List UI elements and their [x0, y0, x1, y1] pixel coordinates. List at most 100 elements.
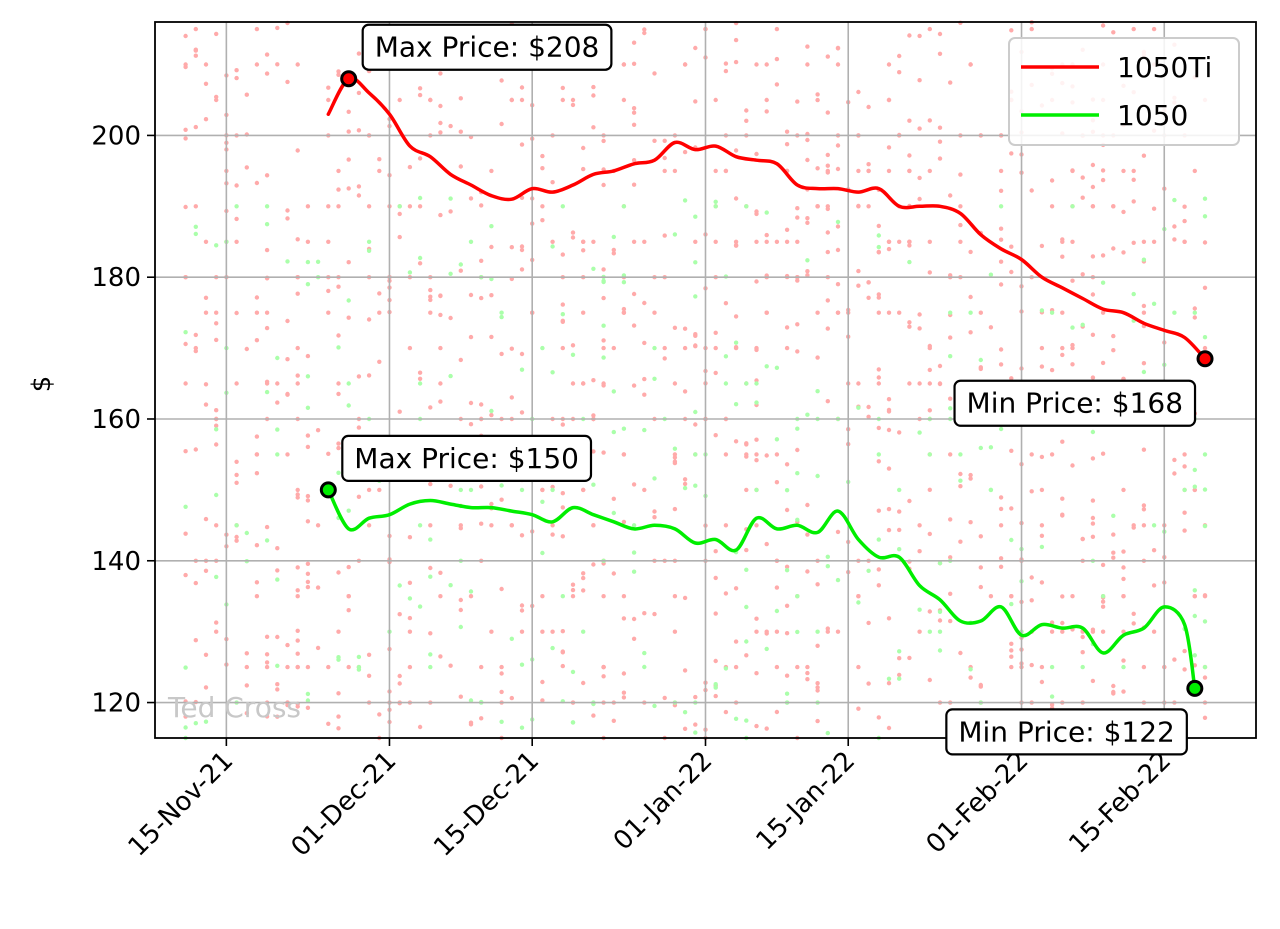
scatter-point	[1202, 523, 1208, 529]
scatter-point	[907, 118, 912, 123]
scatter-point	[927, 487, 932, 492]
scatter-point	[499, 671, 504, 676]
scatter-point	[937, 609, 943, 614]
scatter-point	[366, 317, 372, 322]
scatter-point	[397, 204, 402, 209]
scatter-point	[1192, 613, 1198, 619]
scatter-point	[1060, 629, 1065, 634]
scatter-point	[662, 345, 667, 351]
scatter-point	[428, 310, 433, 315]
scatter-point	[264, 71, 270, 76]
scatter-point	[346, 186, 351, 191]
scatter-point	[907, 259, 912, 265]
scatter-point	[448, 373, 453, 379]
scatter-point	[1070, 463, 1075, 468]
scatter-point	[1100, 451, 1106, 456]
legend-box	[1008, 37, 1240, 146]
scatter-point	[407, 164, 413, 170]
scatter-point	[254, 580, 260, 585]
scatter-point	[886, 239, 892, 244]
scatter-point	[1009, 537, 1014, 543]
scatter-point	[591, 266, 596, 271]
scatter-point	[713, 168, 718, 174]
scatter-point	[550, 370, 555, 375]
scatter-point	[315, 428, 321, 433]
scatter-point	[550, 645, 555, 651]
scatter-point	[1100, 280, 1106, 285]
scatter-point	[336, 714, 341, 719]
scatter-point	[907, 153, 912, 158]
scatter-point	[1009, 506, 1014, 511]
scatter-point	[203, 62, 209, 67]
scatter-point	[407, 270, 413, 275]
y-axis-label: $	[27, 376, 57, 393]
scatter-point	[876, 567, 881, 572]
scatter-point	[682, 726, 688, 731]
scatter-point	[356, 374, 362, 379]
scatter-point	[315, 645, 321, 651]
scatter-point	[1039, 523, 1045, 528]
scatter-point	[377, 310, 382, 315]
scatter-point	[886, 527, 892, 533]
scatter-point	[723, 68, 729, 74]
scatter-point	[672, 594, 678, 599]
scatter-point	[489, 412, 494, 418]
scatter-point	[876, 249, 881, 255]
scatter-point	[560, 312, 565, 317]
scatter-point	[275, 568, 280, 573]
scatter-point	[835, 247, 841, 253]
scatter-point	[468, 589, 474, 594]
scatter-point	[1009, 664, 1014, 670]
scatter-point	[795, 471, 800, 476]
scatter-point	[1039, 308, 1045, 313]
scatter-point	[438, 130, 443, 135]
scatter-point	[509, 695, 514, 701]
scatter-point	[275, 634, 280, 640]
scatter-point	[886, 616, 892, 621]
scatter-point	[876, 295, 881, 300]
scatter-point	[835, 45, 841, 51]
scatter-point	[754, 62, 759, 67]
scatter-point	[693, 332, 698, 337]
scatter-point	[662, 168, 667, 174]
scatter-point	[366, 239, 372, 244]
scatter-point	[1080, 536, 1085, 542]
legend: 1050Ti 1050	[1008, 37, 1240, 146]
scatter-point	[183, 504, 188, 509]
scatter-point	[417, 381, 423, 386]
scatter-point	[1060, 310, 1065, 315]
scatter-point	[1151, 583, 1157, 588]
scatter-point	[968, 472, 973, 478]
scatter-point	[295, 651, 300, 656]
scatter-point	[285, 664, 290, 670]
scatter-point	[346, 381, 351, 386]
scatter-point	[631, 523, 637, 528]
scatter-point	[540, 679, 545, 685]
scatter-point	[1060, 496, 1065, 501]
marker-1050Ti-max	[340, 70, 358, 88]
scatter-point	[183, 449, 188, 454]
scatter-point	[438, 312, 443, 318]
scatter-point	[733, 716, 739, 721]
scatter-point	[264, 660, 270, 665]
scatter-point	[907, 320, 912, 325]
scatter-point	[723, 301, 729, 306]
scatter-point	[560, 594, 565, 599]
scatter-point	[448, 583, 453, 588]
scatter-point	[275, 400, 280, 405]
scatter-point	[1131, 291, 1136, 297]
scatter-point	[489, 293, 494, 298]
scatter-point	[550, 532, 555, 537]
scatter-point	[540, 550, 545, 556]
scatter-point	[907, 381, 912, 386]
scatter-point	[1039, 454, 1045, 460]
scatter-point	[254, 310, 260, 315]
scatter-point	[937, 381, 943, 386]
scatter-point	[978, 445, 983, 451]
scatter-point	[825, 163, 830, 168]
scatter-point	[998, 426, 1004, 432]
scatter-point	[479, 203, 484, 208]
scatter-point	[642, 340, 647, 346]
scatter-point	[305, 698, 311, 703]
scatter-point	[550, 244, 555, 249]
